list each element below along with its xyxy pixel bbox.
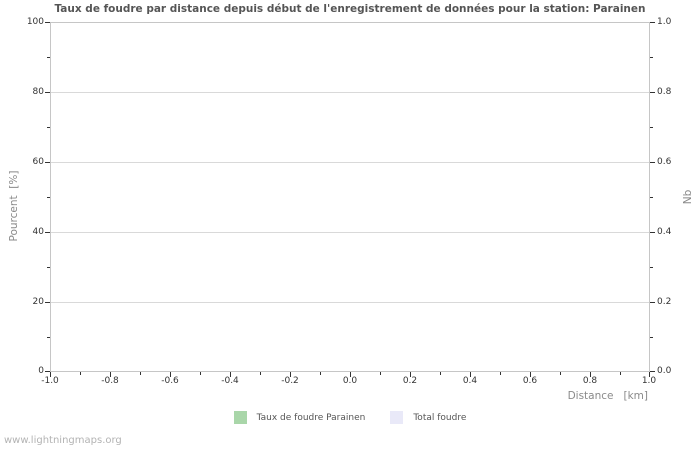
y-axis-right-minor-tick bbox=[650, 127, 653, 128]
x-axis-minor-tick bbox=[500, 372, 501, 375]
x-axis-minor-tick bbox=[560, 372, 561, 375]
y-axis-left-minor-tick bbox=[47, 197, 50, 198]
x-axis-label: Distance [km] bbox=[567, 390, 648, 402]
y-axis-right-minor-tick bbox=[650, 57, 653, 58]
y-axis-left-tick bbox=[45, 232, 50, 233]
y-axis-left-tick-label: 60 bbox=[32, 157, 44, 167]
y-axis-left-tick bbox=[45, 22, 50, 23]
y-axis-left-minor-tick bbox=[47, 267, 50, 268]
y-axis-right-minor-tick bbox=[650, 267, 653, 268]
y-axis-right-tick-label: 0.8 bbox=[657, 87, 672, 97]
x-axis-tick-label: -0.2 bbox=[281, 376, 299, 386]
x-axis-minor-tick bbox=[320, 372, 321, 375]
y-axis-right-tick bbox=[650, 22, 655, 23]
gridline bbox=[51, 162, 649, 163]
y-axis-right-tick bbox=[650, 92, 655, 93]
x-axis-tick-label: 0.0 bbox=[342, 376, 358, 386]
y-axis-left-tick bbox=[45, 162, 50, 163]
y-axis-left-tick-label: 0 bbox=[38, 366, 44, 376]
x-axis-tick bbox=[50, 372, 51, 377]
y-axis-left-tick bbox=[45, 92, 50, 93]
legend-label: Taux de foudre Parainen bbox=[256, 412, 366, 423]
y-axis-left-tick-label: 100 bbox=[26, 17, 44, 27]
x-axis-minor-tick bbox=[620, 372, 621, 375]
x-axis-tick bbox=[110, 372, 111, 377]
y-axis-left-tick bbox=[45, 371, 50, 372]
y-axis-right-tick-label: 1.0 bbox=[657, 17, 672, 27]
legend-swatch-total-foudre bbox=[390, 411, 404, 424]
x-axis-tick-label: -1.0 bbox=[41, 376, 59, 386]
legend: Taux de foudre Parainen Total foudre bbox=[0, 411, 700, 424]
legend-item: Total foudre bbox=[390, 411, 466, 424]
y-axis-right-tick bbox=[650, 302, 655, 303]
x-axis-tick-label: 0.4 bbox=[462, 376, 478, 386]
y-axis-right-tick bbox=[650, 232, 655, 233]
plot-area: 0 20 40 60 80 100 0.0 0.2 0.4 0.6 0.8 1.0 -1.0 -0.8 -0… bbox=[27, 17, 672, 386]
x-axis-tick bbox=[649, 372, 650, 377]
x-axis-tick bbox=[350, 372, 351, 377]
x-axis-tick-label: -0.4 bbox=[221, 376, 239, 386]
y-axis-right-minor-tick bbox=[650, 197, 653, 198]
x-axis-tick-label: 0.6 bbox=[522, 376, 538, 386]
x-axis-tick bbox=[230, 372, 231, 377]
watermark-text: www.lightningmaps.org bbox=[4, 435, 122, 446]
y-axis-left-tick-label: 40 bbox=[32, 227, 44, 237]
x-axis-tick-label: 1.0 bbox=[641, 376, 657, 386]
y-axis-right-tick-label: 0.4 bbox=[657, 227, 672, 237]
x-axis-tick bbox=[470, 372, 471, 377]
y-axis-right-tick bbox=[650, 371, 655, 372]
x-axis-tick-label: 0.2 bbox=[402, 376, 418, 386]
gridline bbox=[51, 302, 649, 303]
x-axis-minor-tick bbox=[380, 372, 381, 375]
y-axis-right-minor-tick bbox=[650, 337, 653, 338]
y-axis-left-tick bbox=[45, 302, 50, 303]
y-axis-left-minor-tick bbox=[47, 127, 50, 128]
x-axis-tick-label: -0.8 bbox=[101, 376, 119, 386]
y-axis-left-tick-label: 80 bbox=[32, 87, 44, 97]
plot-frame bbox=[50, 22, 650, 372]
x-axis-tick-label: -0.6 bbox=[161, 376, 179, 386]
x-axis-minor-tick bbox=[80, 372, 81, 375]
x-axis-minor-tick bbox=[440, 372, 441, 375]
x-axis-tick bbox=[170, 372, 171, 377]
y-axis-label-right: Nb bbox=[682, 189, 694, 205]
y-axis-right-tick-label: 0.0 bbox=[657, 366, 672, 376]
x-axis-tick-label: 0.8 bbox=[582, 376, 598, 386]
y-axis-left-minor-tick bbox=[47, 337, 50, 338]
gridline bbox=[51, 232, 649, 233]
y-axis-left-tick-label: 20 bbox=[32, 297, 44, 307]
legend-label: Total foudre bbox=[413, 412, 467, 423]
y-axis-right-tick-label: 0.6 bbox=[657, 157, 672, 167]
x-axis-minor-tick bbox=[140, 372, 141, 375]
legend-item: Taux de foudre Parainen bbox=[233, 411, 366, 424]
x-axis-minor-tick bbox=[200, 372, 201, 375]
y-axis-right-tick-label: 0.2 bbox=[657, 297, 672, 307]
x-axis-tick bbox=[530, 372, 531, 377]
x-axis-tick bbox=[590, 372, 591, 377]
legend-swatch-taux-de-foudre bbox=[233, 411, 247, 424]
x-axis-minor-tick bbox=[260, 372, 261, 375]
x-axis-tick bbox=[290, 372, 291, 377]
y-axis-right-tick bbox=[650, 162, 655, 163]
x-axis-tick bbox=[410, 372, 411, 377]
chart-title: Taux de foudre par distance depuis début… bbox=[54, 3, 646, 15]
y-axis-left-minor-tick bbox=[47, 57, 50, 58]
gridline bbox=[51, 92, 649, 93]
